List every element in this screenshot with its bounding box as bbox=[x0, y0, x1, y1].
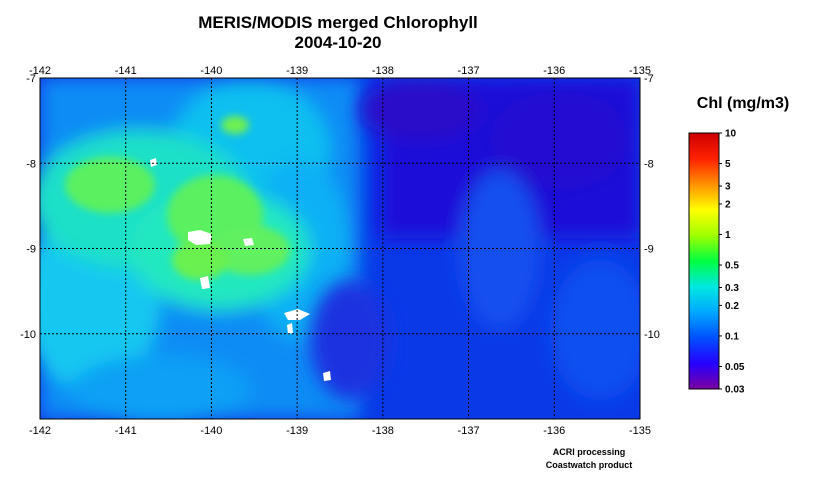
colorbar-title: Chl (mg/m3) bbox=[697, 95, 789, 112]
tick-labels: -142 -142 -141 -141 -140 -140 -139 -139 -138 -138… bbox=[20, 65, 660, 437]
colorbar bbox=[688, 132, 720, 390]
colorbar-tick-label: 0.5 bbox=[725, 261, 739, 272]
lon-tick-label-top: -142 bbox=[29, 65, 51, 77]
lon-tick-label-bottom: -137 bbox=[458, 425, 480, 437]
lat-tick-label-right: -10 bbox=[644, 329, 660, 341]
credit-processing: ACRI processing bbox=[553, 447, 626, 457]
lon-tick-label-bottom: -140 bbox=[200, 425, 222, 437]
map-date: 2004-10-20 bbox=[295, 33, 382, 52]
colorbar-tick-label: 3 bbox=[725, 182, 731, 193]
island-shapes bbox=[150, 158, 331, 381]
lon-tick-label-bottom: -138 bbox=[372, 425, 394, 437]
lon-tick-label-top: -138 bbox=[372, 65, 394, 77]
colorbar-tick-label: 10 bbox=[725, 129, 737, 140]
lat-tick-label-left: -8 bbox=[26, 158, 36, 170]
lon-tick-label-bottom: -135 bbox=[629, 425, 651, 437]
lon-tick-label-top: -135 bbox=[629, 65, 651, 77]
colorbar-tick-label: 0.3 bbox=[725, 283, 739, 294]
lon-tick-label-bottom: -139 bbox=[286, 425, 308, 437]
colorbar-tick-label: 5 bbox=[725, 159, 731, 170]
colorbar-tick-label: 0.05 bbox=[725, 362, 745, 373]
lat-tick-label-right: -9 bbox=[644, 244, 654, 256]
lon-tick-label-top: -140 bbox=[200, 65, 222, 77]
colorbar-tick-label: 0.1 bbox=[725, 331, 739, 342]
lon-tick-label-top: -136 bbox=[543, 65, 565, 77]
lat-tick-label-left: -7 bbox=[26, 73, 36, 85]
lat-tick-label-left: -10 bbox=[20, 329, 36, 341]
lon-tick-label-bottom: -142 bbox=[29, 425, 51, 437]
lon-tick-label-bottom: -136 bbox=[543, 425, 565, 437]
lon-tick-label-top: -141 bbox=[115, 65, 137, 77]
graticule bbox=[40, 78, 640, 419]
lon-tick-label-top: -139 bbox=[286, 65, 308, 77]
colorbar-tick-labels: 10 5 3 2 1 0.5 0.3 0.2 0.1 0.05 0.03 bbox=[719, 129, 745, 396]
colorbar-tick-label: 0.03 bbox=[725, 385, 745, 396]
lon-tick-label-top: -137 bbox=[458, 65, 480, 77]
chlorophyll-field bbox=[40, 78, 640, 419]
colorbar-tick-label: 1 bbox=[725, 230, 731, 241]
credit-product: Coastwatch product bbox=[546, 460, 633, 470]
colorbar-tick-label: 2 bbox=[725, 199, 731, 210]
lat-tick-label-right: -8 bbox=[644, 158, 654, 170]
map-title: MERIS/MODIS merged Chlorophyll bbox=[198, 13, 478, 32]
colorbar-tick-label: 0.2 bbox=[725, 301, 739, 312]
lon-tick-label-bottom: -141 bbox=[115, 425, 137, 437]
lat-tick-label-left: -9 bbox=[26, 244, 36, 256]
lat-tick-label-right: -7 bbox=[644, 73, 654, 85]
